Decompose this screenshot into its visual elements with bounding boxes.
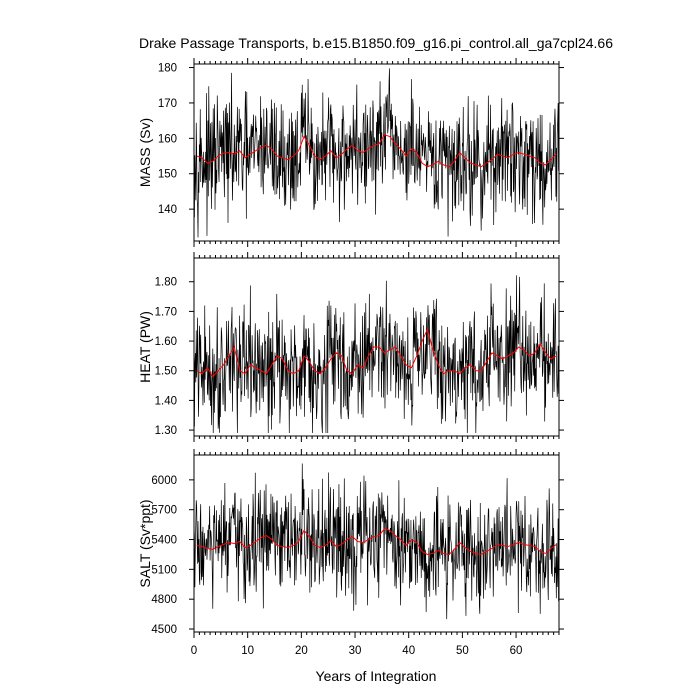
x-axis-label: Years of Integration: [316, 668, 437, 684]
x-tick-label: 0: [191, 645, 197, 657]
annual-mean-line: [196, 134, 557, 168]
chart-panel-2: 1.30 1.40 1.50 1.60 1.70 1.80 HEAT (PW): [137, 252, 564, 442]
chart-title: Drake Passage Transports, b.e15.B1850.f0…: [139, 35, 613, 51]
x-tick-label: 50: [456, 645, 469, 657]
monthly-series-line: [193, 275, 559, 434]
y-tick-label: 1.80: [155, 277, 177, 289]
y-tick-label: 4800: [151, 594, 177, 606]
y-tick-label: 140: [158, 204, 177, 216]
annual-mean-line: [196, 327, 557, 378]
y-tick-label: 6000: [151, 475, 177, 487]
panels: 140 150 160 170 180 MASS (Sv) 1.30 1.40 1.50 1.60…: [137, 58, 564, 657]
y-tick-label: 4500: [151, 624, 177, 636]
x-tick-label: 60: [510, 645, 523, 657]
monthly-series-line: [193, 68, 559, 238]
monthly-series-line: [193, 463, 559, 620]
chart-panel-3: 4500 4800 5100 5400 5700 6000 0 10 20 30 40 50 60 SAL…: [137, 449, 564, 657]
x-tick-label: 10: [241, 645, 254, 657]
y-axis-label: SALT (Sv*ppt): [137, 499, 153, 587]
y-tick-label: 1.70: [155, 306, 177, 318]
annual-mean-line: [196, 527, 557, 555]
y-tick-label: 160: [158, 133, 177, 145]
y-tick-label: 1.50: [155, 366, 177, 378]
x-tick-label: 20: [295, 645, 308, 657]
x-tick-label: 40: [402, 645, 415, 657]
y-tick-label: 150: [158, 169, 177, 181]
y-tick-label: 5400: [151, 535, 177, 547]
y-tick-label: 1.60: [155, 336, 177, 348]
y-tick-label: 1.40: [155, 395, 177, 407]
y-tick-label: 5700: [151, 505, 177, 517]
y-axis-label: MASS (Sv): [137, 118, 153, 187]
x-tick-label: 30: [349, 645, 362, 657]
y-tick-label: 5100: [151, 564, 177, 576]
chart-panel-1: 140 150 160 170 180 MASS (Sv): [137, 58, 564, 247]
y-tick-label: 180: [158, 63, 177, 75]
y-axis-label: HEAT (PW): [137, 311, 153, 383]
y-tick-label: 1.30: [155, 425, 177, 437]
y-tick-label: 170: [158, 98, 177, 110]
